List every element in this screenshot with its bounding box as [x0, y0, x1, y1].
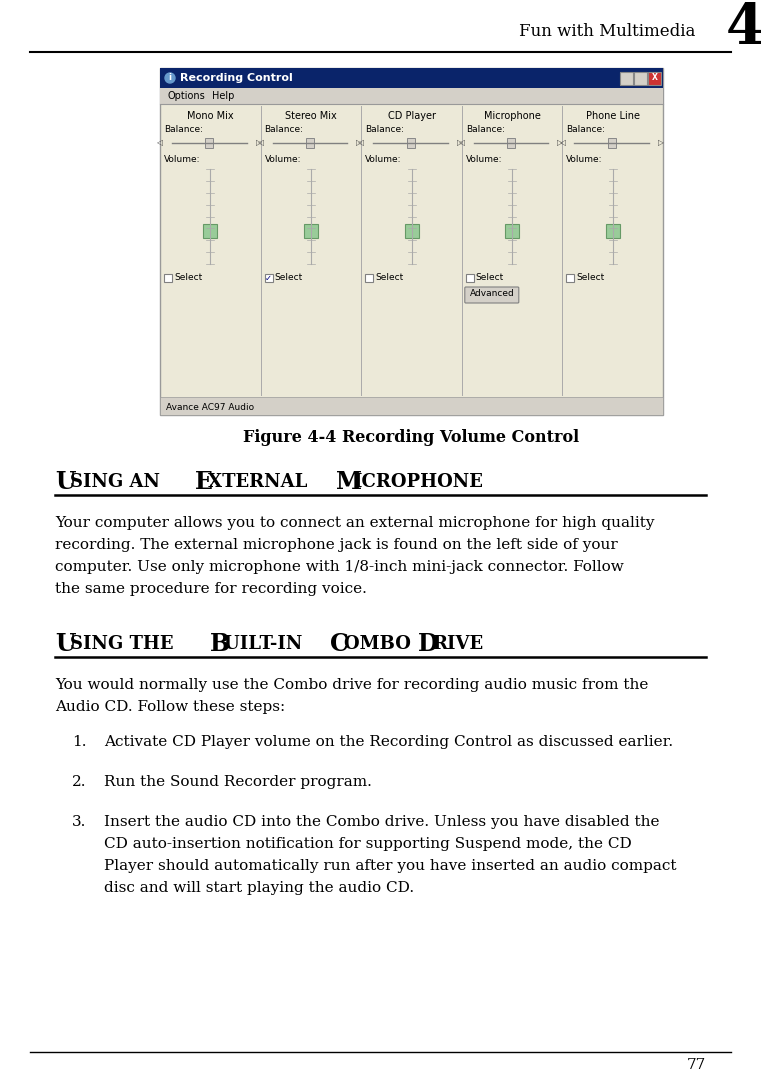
Bar [306, 138, 314, 148]
Text: ▷: ▷ [356, 138, 362, 148]
Text: ◁: ◁ [157, 138, 163, 148]
Bar [606, 224, 619, 238]
Bar [620, 71, 633, 84]
Text: Fun with Multimedia: Fun with Multimedia [519, 24, 695, 41]
Bar [608, 138, 616, 148]
Text: Phone Line: Phone Line [586, 111, 640, 121]
Text: D: D [418, 632, 438, 657]
Text: C: C [330, 632, 349, 657]
Text: Help: Help [212, 91, 234, 101]
Text: Balance:: Balance: [566, 125, 606, 135]
Text: Microphone: Microphone [484, 111, 540, 121]
Text: the same procedure for recording voice.: the same procedure for recording voice. [55, 582, 367, 596]
Bar [160, 88, 663, 103]
Text: Select: Select [174, 274, 202, 282]
Text: Audio CD. Follow these steps:: Audio CD. Follow these steps: [55, 700, 285, 714]
Text: Your computer allows you to connect an external microphone for high quality: Your computer allows you to connect an e… [55, 516, 654, 530]
Text: ▷: ▷ [256, 138, 262, 148]
Bar [205, 138, 213, 148]
Bar [406, 138, 415, 148]
Text: ✓: ✓ [265, 274, 272, 282]
Text: Options: Options [168, 91, 205, 101]
Text: ◁: ◁ [258, 138, 263, 148]
Bar [365, 274, 373, 282]
Text: Activate CD Player volume on the Recording Control as discussed earlier.: Activate CD Player volume on the Recordi… [104, 735, 673, 749]
Bar [634, 71, 647, 84]
Text: SING THE: SING THE [70, 635, 180, 653]
Text: Volume:: Volume: [265, 154, 301, 164]
Text: XTERNAL: XTERNAL [208, 473, 314, 490]
Text: ▷: ▷ [658, 138, 664, 148]
Bar [648, 71, 661, 84]
Text: ICROPHONE: ICROPHONE [353, 473, 483, 490]
Text: 1.: 1. [72, 735, 87, 749]
Text: disc and will start playing the audio CD.: disc and will start playing the audio CD… [104, 881, 414, 895]
Text: recording. The external microphone jack is found on the left side of your: recording. The external microphone jack … [55, 538, 618, 552]
Text: 3.: 3. [72, 815, 87, 829]
Text: RIVE: RIVE [432, 635, 483, 653]
Bar [203, 224, 218, 238]
Text: Select: Select [375, 274, 403, 282]
Text: Recording Control: Recording Control [180, 73, 293, 83]
Text: SING AN: SING AN [70, 473, 166, 490]
Text: U: U [55, 632, 75, 657]
Text: Select: Select [275, 274, 303, 282]
Text: Mono Mix: Mono Mix [187, 111, 234, 121]
Text: Avance AC97 Audio: Avance AC97 Audio [166, 403, 254, 413]
Circle shape [165, 73, 175, 83]
Text: 77: 77 [686, 1058, 706, 1072]
Text: Volume:: Volume: [164, 154, 200, 164]
Text: Volume:: Volume: [365, 154, 402, 164]
Text: ▷: ▷ [557, 138, 563, 148]
Text: i: i [168, 73, 171, 83]
Text: X: X [651, 73, 658, 83]
Bar [304, 224, 318, 238]
Text: U: U [55, 470, 75, 494]
Text: Advanced: Advanced [470, 290, 514, 299]
Text: CD auto-insertion notification for supporting Suspend mode, the CD: CD auto-insertion notification for suppo… [104, 837, 632, 851]
Text: Figure 4-4 Recording Volume Control: Figure 4-4 Recording Volume Control [243, 429, 579, 446]
Text: Balance:: Balance: [265, 125, 304, 135]
Text: ◁: ◁ [559, 138, 565, 148]
Text: ◁: ◁ [459, 138, 465, 148]
Bar [466, 274, 474, 282]
FancyBboxPatch shape [465, 287, 519, 303]
Text: You would normally use the Combo drive for recording audio music from the: You would normally use the Combo drive f… [55, 678, 648, 692]
Text: 4: 4 [726, 0, 761, 55]
Text: M: M [336, 470, 362, 494]
Text: Select: Select [576, 274, 605, 282]
Text: Balance:: Balance: [164, 125, 203, 135]
Bar [507, 138, 515, 148]
Text: Volume:: Volume: [466, 154, 502, 164]
Text: Stereo Mix: Stereo Mix [285, 111, 337, 121]
Text: E: E [195, 470, 213, 494]
Bar [566, 274, 575, 282]
Bar [160, 68, 663, 88]
Bar [160, 397, 663, 415]
Text: Balance:: Balance: [365, 125, 404, 135]
Text: Run the Sound Recorder program.: Run the Sound Recorder program. [104, 775, 372, 789]
Bar [405, 224, 419, 238]
Text: ▷: ▷ [457, 138, 463, 148]
Text: ◁: ◁ [358, 138, 365, 148]
Text: Player should automatically run after you have inserted an audio compact: Player should automatically run after yo… [104, 859, 677, 873]
Text: Balance:: Balance: [466, 125, 505, 135]
Text: OMBO: OMBO [344, 635, 417, 653]
Text: CD Player: CD Player [387, 111, 435, 121]
Text: Volume:: Volume: [566, 154, 603, 164]
Bar [505, 224, 519, 238]
Bar [265, 274, 272, 282]
Bar [160, 68, 663, 415]
Text: Select: Select [476, 274, 504, 282]
Text: B: B [210, 632, 230, 657]
Bar [164, 274, 172, 282]
Text: computer. Use only microphone with 1/8-inch mini-jack connector. Follow: computer. Use only microphone with 1/8-i… [55, 559, 624, 573]
Text: 2.: 2. [72, 775, 87, 789]
Text: Insert the audio CD into the Combo drive. Unless you have disabled the: Insert the audio CD into the Combo drive… [104, 815, 660, 829]
Text: UILT-IN: UILT-IN [224, 635, 309, 653]
